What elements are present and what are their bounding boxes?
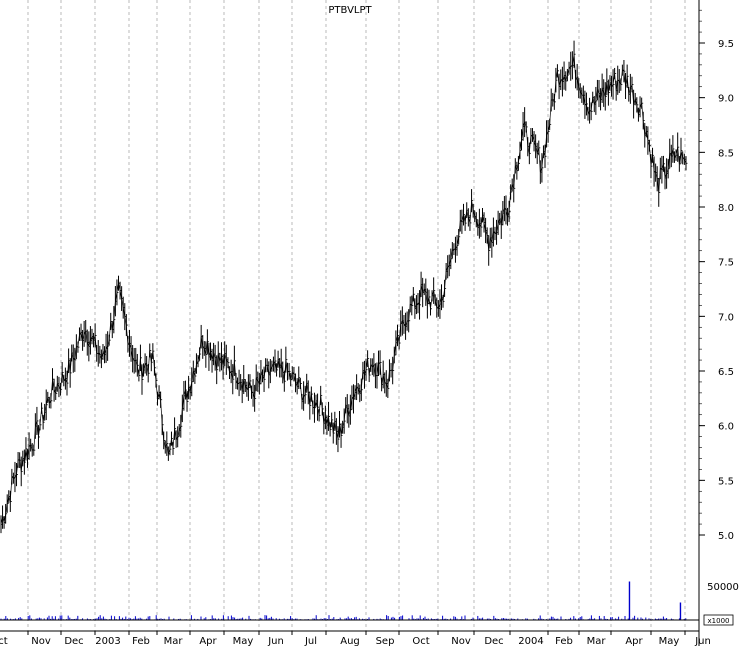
date-tick-label: Nov: [451, 636, 471, 646]
date-tick-label: Oct: [412, 636, 429, 646]
price-axis: 9.5 9.0 8.5 8.0 7.5 7.0 6.5 6.0 5.5 5.0: [699, 9, 734, 542]
chart-title: PTBVLPT: [328, 5, 372, 16]
price-tick-label: 7.5: [718, 258, 734, 269]
date-tick-label: Nov: [31, 636, 51, 646]
volume-unit-box: [703, 614, 734, 626]
date-tick-label: Jul: [304, 636, 317, 646]
price-tick-label: 5.5: [718, 476, 734, 487]
date-tick-label: May: [659, 636, 680, 646]
date-axis: ct Nov Dec 2003 Feb Mar Apr May Jun Jul Aug Sep Oct N…: [0, 631, 711, 646]
price-line: [0, 54, 687, 525]
price-tick-label: 8.5: [718, 148, 734, 159]
date-tick-label: 2003: [95, 636, 120, 646]
date-tick-label: Aug: [340, 636, 360, 646]
date-tick-label: Mar: [164, 636, 184, 646]
date-tick-label: Apr: [625, 636, 643, 646]
date-tick-label: 2004: [518, 636, 543, 646]
price-tick-label: 9.5: [718, 39, 734, 50]
price-tick-label: 7.0: [718, 312, 734, 323]
price-tick-label: 6.5: [718, 367, 734, 378]
date-tick-label: Dec: [484, 636, 503, 646]
date-tick-label: Feb: [132, 636, 150, 646]
date-tick-label: Feb: [555, 636, 573, 646]
date-tick-label: Mar: [587, 636, 607, 646]
price-tick-label: 8.0: [718, 203, 734, 214]
price-tick-label: 9.0: [718, 94, 734, 105]
price-tick-label: 6.0: [718, 422, 734, 433]
date-tick-label: ct: [0, 636, 8, 646]
date-tick-label: Dec: [64, 636, 83, 646]
price-tick-label: 5.0: [718, 531, 734, 542]
date-tick-label: Jun: [694, 636, 711, 646]
price-bars: [0, 40, 688, 534]
date-tick-label: Jun: [267, 636, 284, 646]
volume-bars: [0, 581, 687, 620]
volume-tick-label: 50000: [707, 582, 739, 593]
date-tick-label: Sep: [376, 636, 395, 646]
date-tick-label: May: [233, 636, 254, 646]
date-tick-label: Apr: [199, 636, 217, 646]
volume-unit-label: x1000: [708, 617, 730, 625]
